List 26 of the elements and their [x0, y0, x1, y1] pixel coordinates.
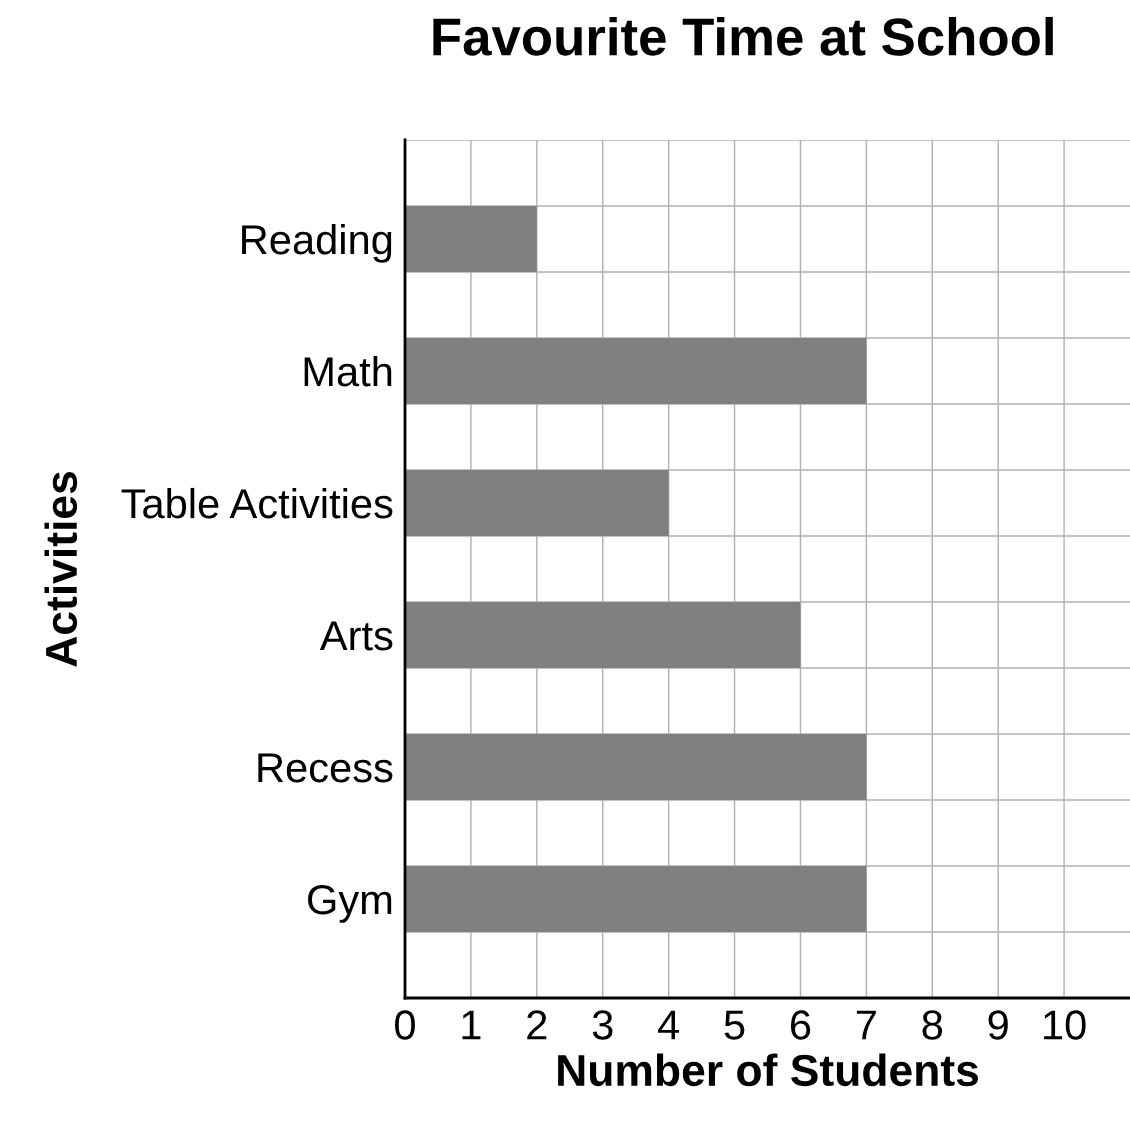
bar — [405, 866, 867, 932]
x-tick-label: 4 — [658, 1010, 679, 1040]
x-tick-label: 6 — [790, 1010, 811, 1040]
bar — [405, 734, 867, 800]
y-tick-label: Recess — [258, 753, 393, 783]
chart-title: Favourite Time at School — [433, 16, 1053, 56]
x-tick-label: 9 — [988, 1010, 1008, 1040]
x-tick-label: 8 — [922, 1010, 943, 1040]
bar — [405, 470, 669, 536]
x-tick-label: 7 — [856, 1010, 876, 1040]
x-tick-label: 10 — [1044, 1010, 1086, 1040]
x-tick-label: 3 — [592, 1010, 613, 1040]
x-tick-label: 2 — [527, 1010, 547, 1040]
y-tick-label: Math — [304, 355, 392, 387]
x-tick-label: 5 — [724, 1010, 745, 1040]
x-tick-label: 0 — [395, 1010, 415, 1040]
y-tick-label: Table Activities — [121, 487, 393, 519]
x-axis-title: Number of Students — [558, 1053, 979, 1087]
y-tick-label: Arts — [319, 621, 393, 651]
bar — [405, 602, 801, 668]
y-axis-title: Activities — [44, 472, 78, 667]
x-tick-label: 1 — [462, 1010, 481, 1040]
bar — [405, 206, 537, 272]
y-tick-label: Reading — [242, 223, 392, 263]
y-tick-label: Gym — [308, 885, 392, 923]
bar — [405, 338, 867, 404]
